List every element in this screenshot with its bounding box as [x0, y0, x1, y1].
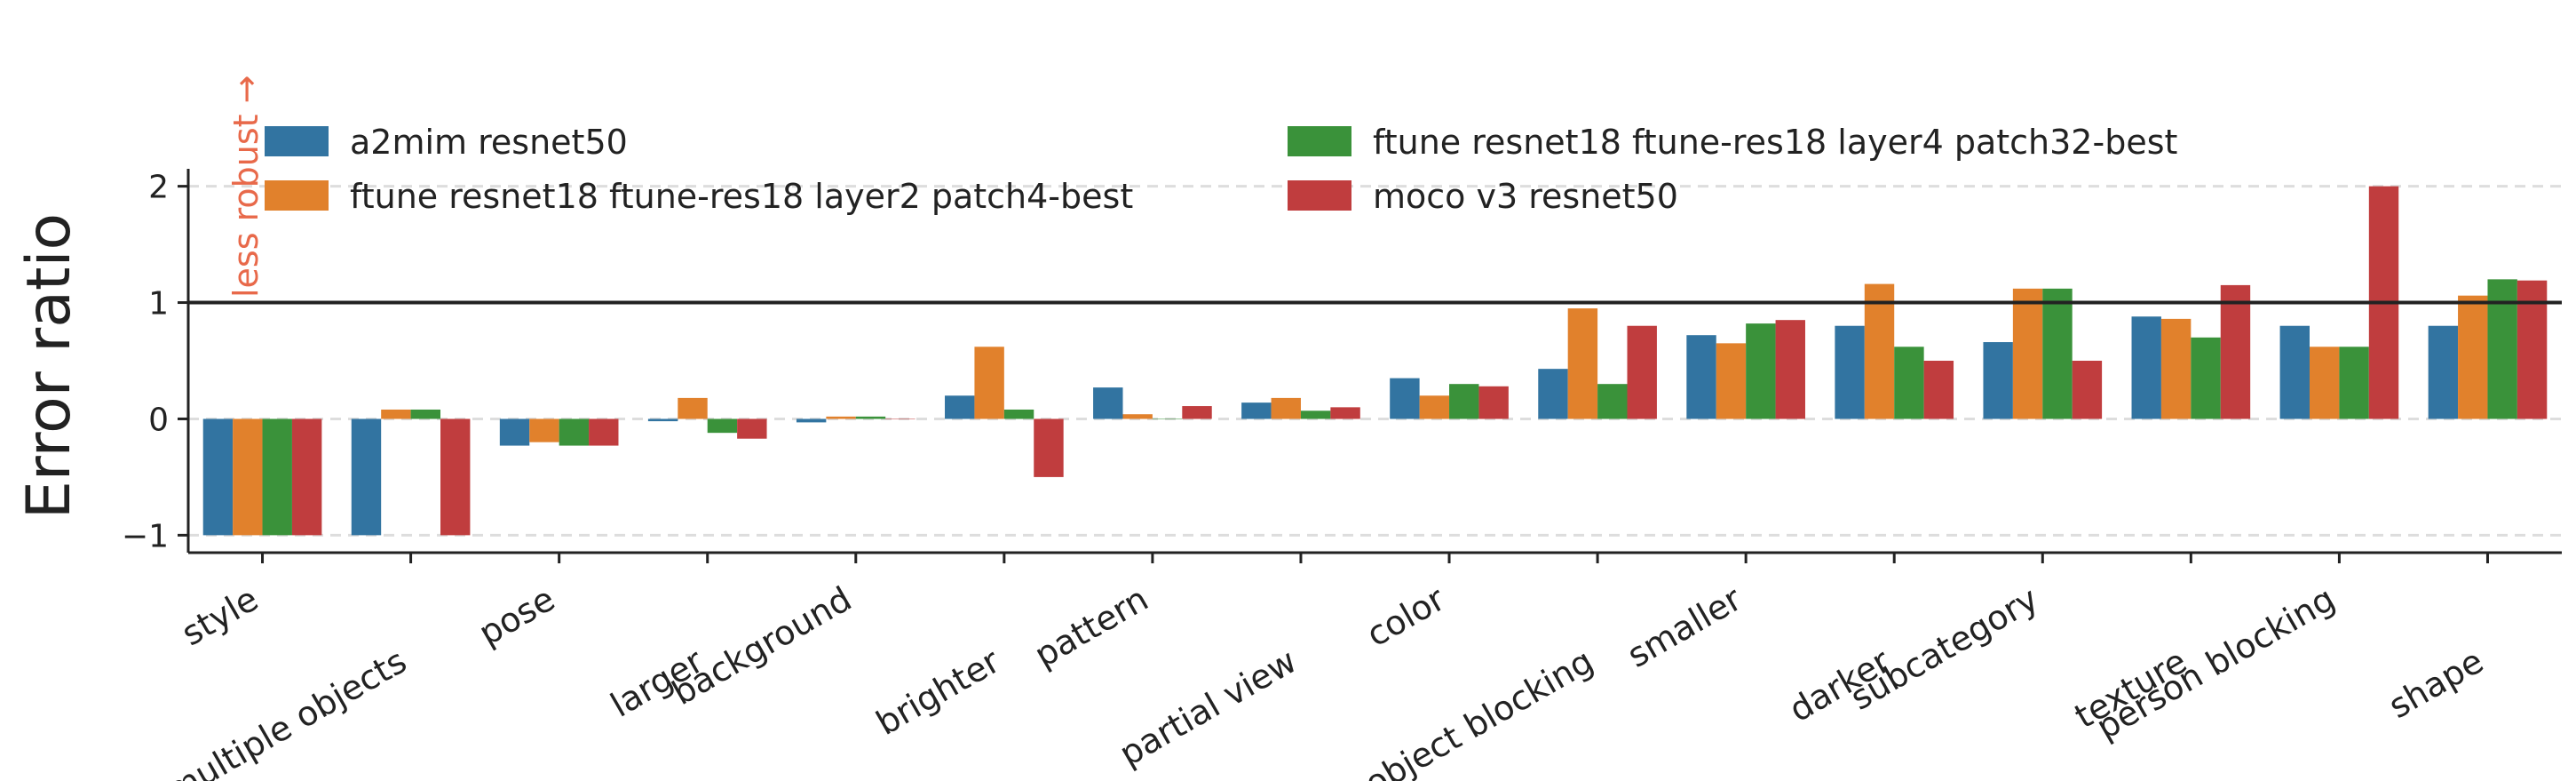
bar-14-0 — [2279, 325, 2310, 419]
bar-1-3 — [440, 418, 471, 536]
bar-15-2 — [2487, 279, 2517, 419]
y-axis-label: Error ratio — [14, 213, 84, 519]
bar-13-0 — [2131, 316, 2161, 419]
bar-11-2 — [1894, 347, 1924, 419]
bar-8-2 — [1449, 384, 1479, 419]
bar-5-1 — [974, 347, 1004, 419]
bar-9-1 — [1567, 308, 1598, 419]
x-tick-label-9: object blocking — [1359, 642, 1600, 781]
y-tick-label-1: 0 — [148, 402, 169, 438]
less-robust-annotation: less robust → — [226, 76, 266, 298]
bar-9-2 — [1597, 384, 1628, 419]
bar-3-1 — [678, 397, 708, 419]
bar-0-0 — [202, 418, 234, 536]
legend-label-2: ftune resnet18 ftune-res18 layer4 patch3… — [1373, 123, 2177, 162]
bar-15-0 — [2428, 325, 2459, 419]
y-tick-label-0: −1 — [122, 518, 169, 554]
bar-12-0 — [1983, 342, 2013, 419]
bar-12-2 — [2042, 288, 2073, 419]
x-tick-label-4: background — [666, 579, 859, 713]
bar-4-1 — [826, 416, 856, 419]
x-tick-label-1: multiple objects — [160, 642, 413, 781]
x-tick-label-2: pose — [472, 579, 561, 653]
bars — [202, 186, 2548, 536]
legend-swatch-0 — [265, 126, 329, 156]
bar-1-2 — [410, 409, 441, 419]
y-axis-ticks: −1 0 1 2 — [122, 170, 188, 554]
legend-label-0: a2mim resnet50 — [350, 123, 628, 162]
bar-4-2 — [855, 416, 886, 419]
axes — [186, 169, 2562, 554]
bar-6-2 — [1152, 418, 1183, 419]
bar-11-0 — [1835, 325, 1865, 419]
x-tick-label-6: pattern — [1027, 579, 1154, 675]
bar-3-3 — [737, 418, 767, 439]
x-tick-label-5: brighter — [869, 642, 1006, 743]
bar-7-0 — [1241, 402, 1272, 419]
bar-5-3 — [1034, 418, 1064, 477]
bar-2-3 — [589, 418, 619, 446]
y-tick-label-2: 1 — [148, 286, 169, 323]
legend-swatch-3 — [1288, 180, 1351, 211]
bar-0-1 — [233, 418, 263, 536]
x-tick-label-14: person blocking — [2089, 579, 2341, 747]
bar-12-3 — [2072, 361, 2103, 419]
bar-1-0 — [351, 418, 382, 536]
bar-6-3 — [1182, 406, 1212, 419]
bar-1-1 — [381, 409, 411, 419]
legend-swatch-2 — [1288, 126, 1351, 156]
bar-2-0 — [499, 418, 530, 446]
bar-4-3 — [885, 418, 915, 419]
bar-6-1 — [1122, 414, 1153, 419]
bar-10-2 — [1746, 323, 1776, 419]
bar-7-1 — [1271, 397, 1301, 419]
legend: a2mim resnet50 ftune resnet18 ftune-res18… — [265, 123, 2177, 216]
bar-3-2 — [707, 418, 738, 434]
x-tick-label-0: style — [175, 579, 265, 654]
x-tick-label-15: shape — [2382, 642, 2490, 726]
bar-0-3 — [291, 418, 322, 536]
bar-14-2 — [2339, 347, 2369, 419]
bar-11-1 — [1864, 283, 1895, 419]
bar-7-3 — [1330, 407, 1360, 419]
x-tick-label-7: partial view — [1113, 642, 1303, 774]
bar-3-0 — [647, 418, 678, 422]
legend-swatch-1 — [265, 180, 329, 211]
bar-9-0 — [1538, 369, 1568, 419]
bar-14-1 — [2309, 347, 2340, 419]
bar-5-0 — [945, 395, 975, 419]
legend-label-1: ftune resnet18 ftune-res18 layer2 patch4… — [350, 177, 1133, 216]
bar-7-2 — [1300, 410, 1331, 419]
bar-9-3 — [1627, 325, 1657, 419]
bar-8-0 — [1390, 378, 1420, 419]
bar-8-1 — [1419, 395, 1450, 419]
bar-8-3 — [1478, 386, 1509, 419]
legend-label-3: moco v3 resnet50 — [1373, 177, 1678, 216]
bar-6-0 — [1093, 387, 1123, 419]
bar-10-1 — [1716, 343, 1747, 419]
bar-2-2 — [559, 418, 590, 446]
bar-5-2 — [1003, 409, 1034, 419]
bar-0-2 — [262, 418, 292, 536]
bar-13-1 — [2160, 318, 2192, 419]
bar-10-3 — [1775, 320, 1805, 419]
bar-12-1 — [2012, 288, 2043, 419]
bar-13-2 — [2191, 337, 2221, 419]
x-tick-label-10: smaller — [1621, 579, 1748, 675]
y-tick-label-3: 2 — [148, 170, 169, 206]
bar-15-1 — [2458, 295, 2488, 419]
bar-11-3 — [1923, 361, 1954, 419]
bar-2-1 — [529, 418, 559, 442]
bar-13-3 — [2220, 284, 2251, 419]
x-tick-label-8: color — [1359, 579, 1451, 655]
bar-4-0 — [796, 418, 827, 423]
bar-10-0 — [1686, 335, 1716, 419]
